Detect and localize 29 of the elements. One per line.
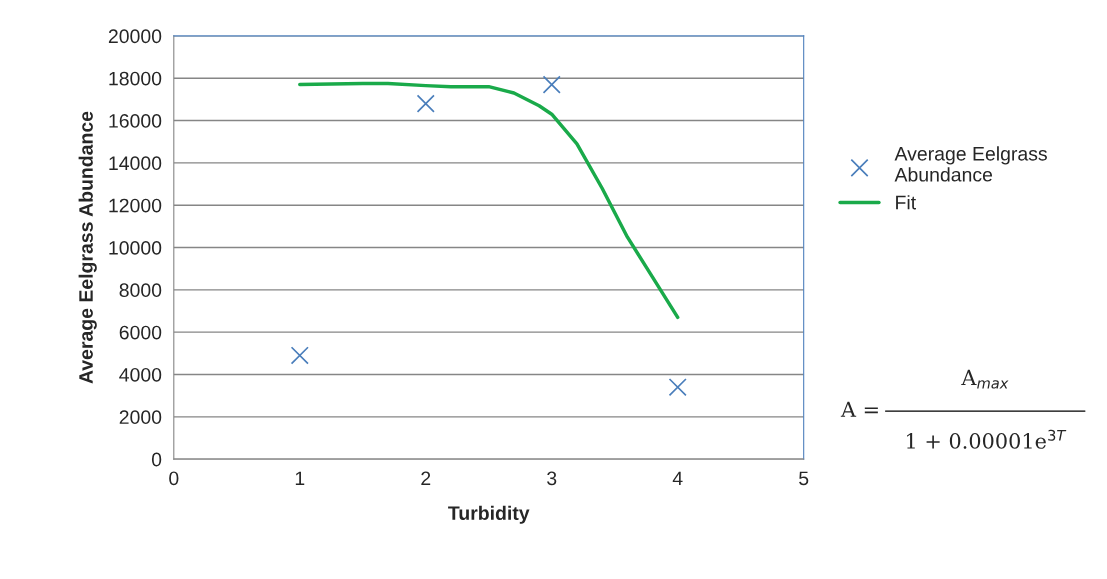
x-tick-label: 4 <box>672 471 683 486</box>
point <box>668 378 687 397</box>
y-tick-label: 20000 <box>108 29 162 44</box>
text: 1 + 0.00001e$^{3T}$ <box>907 429 1067 449</box>
text: A$_{max}$ <box>961 369 1009 389</box>
legend-label: Average Eelgrass Abundance <box>894 146 1047 182</box>
legend-label: Fit <box>896 195 916 210</box>
y-tick-label: 18000 <box>109 71 162 86</box>
text: A = <box>840 401 878 417</box>
y-tick-label: 2000 <box>119 410 162 425</box>
x-tick-label: 3 <box>547 471 557 486</box>
point <box>542 75 561 94</box>
y-tick-label: 4000 <box>119 367 162 382</box>
y-tick-label: 6000 <box>119 325 162 340</box>
point <box>416 94 435 113</box>
y-axis-title: Average Eelgrass Abundance <box>78 111 97 384</box>
x-tick-label: 2 <box>421 471 431 486</box>
x-tick-label: 1 <box>295 471 305 486</box>
line-series <box>298 81 680 320</box>
y-tick-label: 16000 <box>109 114 162 128</box>
point <box>290 346 309 365</box>
y-tick-label: 0 <box>151 452 162 467</box>
x-tick-label: 5 <box>799 471 809 486</box>
x-tick-label: 0 <box>169 471 179 486</box>
x-axis-title: Turbidity <box>448 505 530 524</box>
y-tick-label: 14000 <box>109 156 162 171</box>
y-tick-label: 8000 <box>119 283 162 298</box>
y-tick-label: 10000 <box>109 240 162 255</box>
y-tick-label: 12000 <box>109 198 162 213</box>
